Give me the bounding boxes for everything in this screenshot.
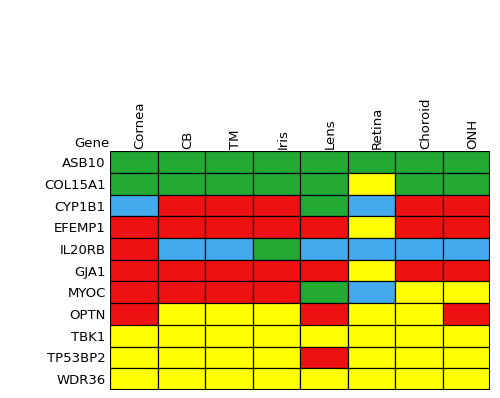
Bar — [300, 195, 348, 217]
Bar — [300, 173, 348, 195]
Bar — [395, 347, 442, 368]
Bar — [348, 195, 395, 217]
Bar — [300, 151, 348, 173]
Bar — [348, 173, 395, 195]
Bar — [110, 195, 158, 217]
Bar — [252, 281, 300, 303]
Bar — [442, 173, 490, 195]
Bar — [205, 368, 252, 390]
Bar — [395, 151, 442, 173]
Bar — [348, 368, 395, 390]
Bar — [442, 195, 490, 217]
Bar — [442, 260, 490, 281]
Bar — [442, 303, 490, 325]
Bar — [158, 303, 205, 325]
Text: Retina: Retina — [371, 106, 384, 148]
Bar — [252, 325, 300, 347]
Bar — [205, 195, 252, 217]
Bar — [110, 151, 158, 173]
Bar — [395, 195, 442, 217]
Bar — [252, 303, 300, 325]
Bar — [252, 368, 300, 390]
Bar — [158, 347, 205, 368]
Bar — [300, 347, 348, 368]
Bar — [205, 217, 252, 238]
Bar — [158, 151, 205, 173]
Text: Iris: Iris — [276, 129, 289, 148]
Bar — [110, 217, 158, 238]
Bar — [158, 325, 205, 347]
Bar — [110, 325, 158, 347]
Bar — [110, 238, 158, 260]
Bar — [110, 303, 158, 325]
Bar — [205, 303, 252, 325]
Bar — [348, 325, 395, 347]
Bar — [395, 368, 442, 390]
Bar — [252, 260, 300, 281]
Bar — [158, 260, 205, 281]
Text: TM: TM — [229, 129, 242, 148]
Bar — [442, 217, 490, 238]
Bar — [158, 173, 205, 195]
Bar — [348, 347, 395, 368]
Text: Lens: Lens — [324, 118, 337, 148]
Bar — [110, 368, 158, 390]
Bar — [252, 238, 300, 260]
Bar — [300, 281, 348, 303]
Bar — [300, 260, 348, 281]
Text: ONH: ONH — [466, 119, 479, 148]
Bar — [348, 303, 395, 325]
Bar — [348, 151, 395, 173]
Bar — [395, 281, 442, 303]
Bar — [442, 238, 490, 260]
Bar — [395, 260, 442, 281]
Bar — [395, 217, 442, 238]
Bar — [395, 238, 442, 260]
Bar — [300, 325, 348, 347]
Bar — [158, 238, 205, 260]
Bar — [205, 281, 252, 303]
Bar — [300, 368, 348, 390]
Bar — [205, 260, 252, 281]
Bar — [158, 195, 205, 217]
Bar — [348, 281, 395, 303]
Bar — [252, 347, 300, 368]
Bar — [205, 238, 252, 260]
Bar — [300, 238, 348, 260]
Text: Gene: Gene — [74, 137, 110, 150]
Bar — [252, 151, 300, 173]
Bar — [252, 217, 300, 238]
Text: CB: CB — [181, 130, 194, 148]
Bar — [205, 325, 252, 347]
Bar — [205, 347, 252, 368]
Bar — [252, 173, 300, 195]
Bar — [348, 238, 395, 260]
Bar — [395, 325, 442, 347]
Bar — [158, 281, 205, 303]
Bar — [158, 368, 205, 390]
Bar — [442, 151, 490, 173]
Bar — [110, 281, 158, 303]
Bar — [110, 173, 158, 195]
Text: Cornea: Cornea — [134, 101, 147, 148]
Bar — [205, 173, 252, 195]
Bar — [348, 217, 395, 238]
Bar — [158, 217, 205, 238]
Bar — [395, 303, 442, 325]
Bar — [348, 260, 395, 281]
Text: Choroid: Choroid — [419, 97, 432, 148]
Bar — [300, 217, 348, 238]
Bar — [110, 260, 158, 281]
Bar — [300, 303, 348, 325]
Bar — [442, 347, 490, 368]
Bar — [205, 151, 252, 173]
Bar — [252, 195, 300, 217]
Bar — [110, 347, 158, 368]
Bar — [442, 368, 490, 390]
Bar — [395, 173, 442, 195]
Bar — [442, 325, 490, 347]
Bar — [442, 281, 490, 303]
